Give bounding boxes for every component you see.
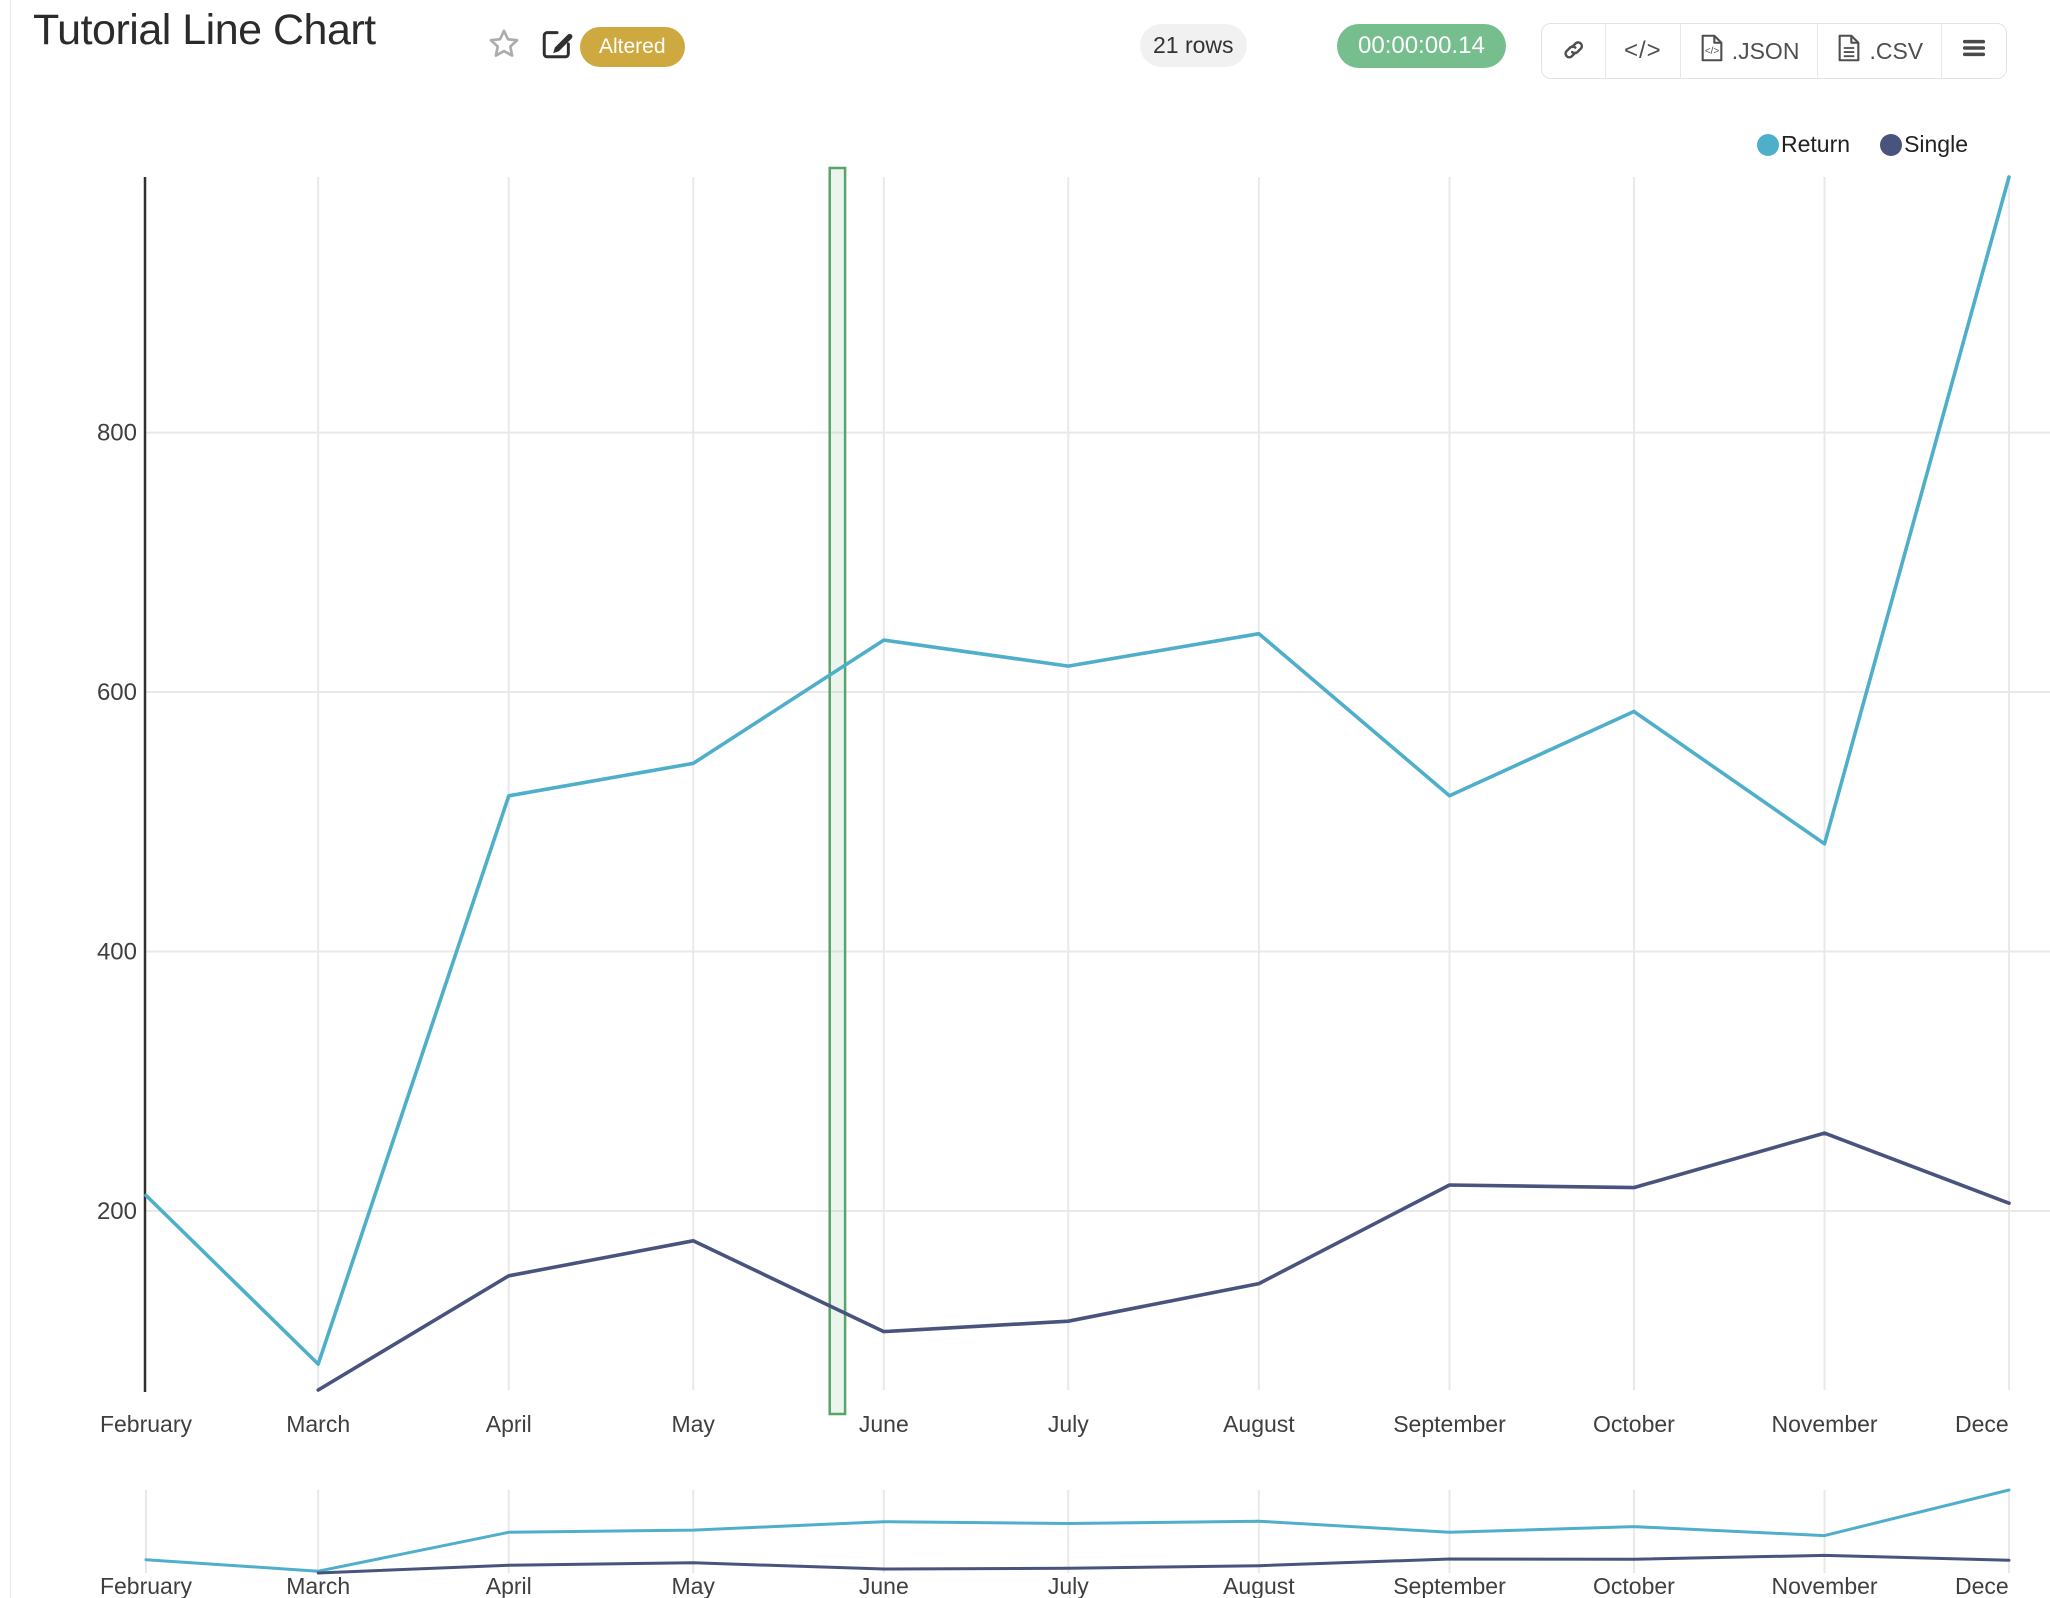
grid-lines: 200 400 600 800 February February March March Ap…	[97, 177, 2050, 1598]
x-tick-label: October	[1593, 1411, 1675, 1437]
selection-band[interactable]	[828, 166, 847, 1416]
svg-text:</>: </>	[1705, 46, 1720, 57]
series-lines	[144, 175, 2011, 1392]
x-tick-label: July	[1048, 1573, 1089, 1598]
y-tick-label: 600	[97, 679, 137, 706]
x-tick-label: August	[1223, 1573, 1295, 1598]
x-tick-label: September	[1393, 1411, 1506, 1437]
x-tick-label: September	[1393, 1573, 1506, 1598]
download-json-label: .JSON	[1731, 37, 1800, 64]
favorite-star-button[interactable]	[486, 26, 522, 62]
edit-name-button[interactable]	[540, 27, 574, 61]
x-tick-label: April	[486, 1411, 532, 1437]
star-icon	[486, 29, 522, 65]
x-tick-label: March	[286, 1573, 350, 1598]
x-tick-label: May	[671, 1573, 715, 1598]
legend-item-single[interactable]: Single	[1880, 131, 1968, 158]
csv-file-icon	[1836, 34, 1862, 68]
x-tick-label: June	[859, 1573, 909, 1598]
menu-icon	[1960, 34, 1988, 68]
legend-label: Return	[1781, 131, 1851, 157]
mini-series-line-single	[316, 1553, 2011, 1575]
series-line-single	[316, 1131, 2011, 1392]
x-tick-label: May	[671, 1411, 715, 1437]
link-icon	[1560, 35, 1587, 68]
x-tick-label: August	[1223, 1411, 1295, 1437]
x-tick-label: April	[486, 1573, 532, 1598]
more-options-button[interactable]	[1941, 24, 2006, 78]
x-tick-label: Dece	[1955, 1573, 2009, 1598]
series-line-return	[144, 175, 2011, 1366]
x-tick-label: July	[1048, 1411, 1089, 1437]
x-tick-label: November	[1771, 1411, 1877, 1437]
y-tick-label: 200	[97, 1198, 137, 1225]
y-tick-label: 400	[97, 939, 137, 966]
download-csv-button[interactable]: .CSV	[1817, 24, 1941, 78]
edit-icon	[540, 31, 574, 64]
range-slider[interactable]	[144, 1488, 2011, 1575]
embed-code-icon: </>	[1624, 37, 1662, 64]
panel-left-divider	[10, 0, 11, 1598]
chart-legend: Return Single	[1757, 131, 1968, 158]
json-file-icon: </>	[1699, 34, 1725, 68]
x-tick-label: February	[100, 1573, 193, 1598]
mini-series-line-return	[144, 1488, 2011, 1573]
legend-dot	[1757, 133, 1780, 156]
row-count-badge: 21 rows	[1140, 24, 1247, 67]
share-link-button[interactable]	[1542, 24, 1605, 78]
legend-label: Single	[1904, 131, 1968, 157]
result-toolbar: </> </> .JSON .CSV	[1541, 23, 2008, 79]
x-tick-label: November	[1771, 1573, 1877, 1598]
x-tick-label: February	[100, 1411, 193, 1437]
embed-code-button[interactable]: </>	[1605, 24, 1680, 78]
download-json-button[interactable]: </> .JSON	[1679, 24, 1818, 78]
runtime-badge: 00:00:00.14	[1337, 24, 1506, 68]
altered-badge: Altered	[580, 27, 685, 67]
x-tick-label: Dece	[1955, 1411, 2009, 1437]
legend-dot	[1880, 133, 1903, 156]
legend-item-return[interactable]: Return	[1757, 131, 1850, 158]
download-csv-label: .CSV	[1869, 37, 1924, 64]
x-tick-label: October	[1593, 1573, 1675, 1598]
x-tick-label: March	[286, 1411, 350, 1437]
page-title: Tutorial Line Chart	[33, 6, 376, 54]
y-tick-label: 800	[97, 420, 137, 447]
x-tick-label: June	[859, 1411, 909, 1437]
